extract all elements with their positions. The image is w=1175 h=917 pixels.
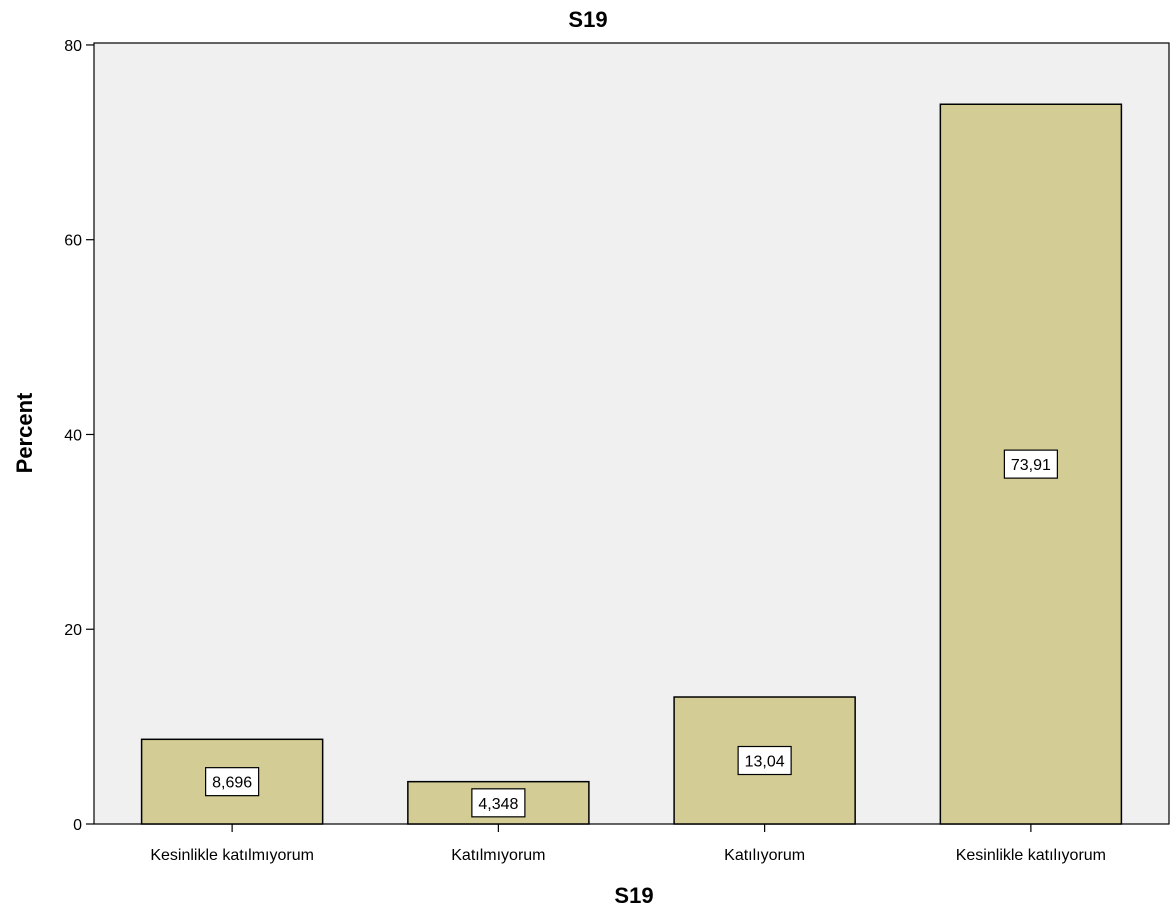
bar-series: 8,696 4,348 13,04 73,91 bbox=[140, 103, 1123, 825]
x-tick-label-0: Kesinlikle katılmıyorum bbox=[150, 847, 314, 864]
data-label-box-1 bbox=[471, 788, 526, 818]
x-axis: Kesinlikle katılmıyorum Katılmıyorum Katıl… bbox=[150, 824, 1106, 864]
data-label-3: 73,91 bbox=[1011, 457, 1051, 474]
x-tick-label-1: Katılmıyorum bbox=[451, 847, 545, 864]
x-axis-label: S19 bbox=[614, 883, 653, 908]
y-axis: 0 20 40 60 80 bbox=[64, 38, 94, 834]
y-tick-label-4: 80 bbox=[64, 38, 82, 55]
data-label-box-2 bbox=[737, 745, 792, 776]
data-label-box-3 bbox=[1003, 449, 1058, 479]
x-tick-label-3: Kesinlikle katılıyorum bbox=[956, 847, 1106, 864]
y-tick-label-0: 0 bbox=[73, 817, 82, 834]
y-axis-label: Percent bbox=[12, 392, 37, 473]
y-tick-label-2: 40 bbox=[64, 427, 82, 444]
chart-title: S19 bbox=[568, 7, 607, 32]
y-tick-label-3: 60 bbox=[64, 233, 82, 250]
y-tick-label-1: 20 bbox=[64, 622, 82, 639]
data-label-2: 13,04 bbox=[745, 754, 785, 771]
data-label-box-0 bbox=[205, 767, 260, 797]
data-label-1: 4,348 bbox=[478, 796, 518, 813]
data-label-0: 8,696 bbox=[212, 775, 252, 792]
x-tick-label-2: Katılıyorum bbox=[724, 847, 805, 864]
